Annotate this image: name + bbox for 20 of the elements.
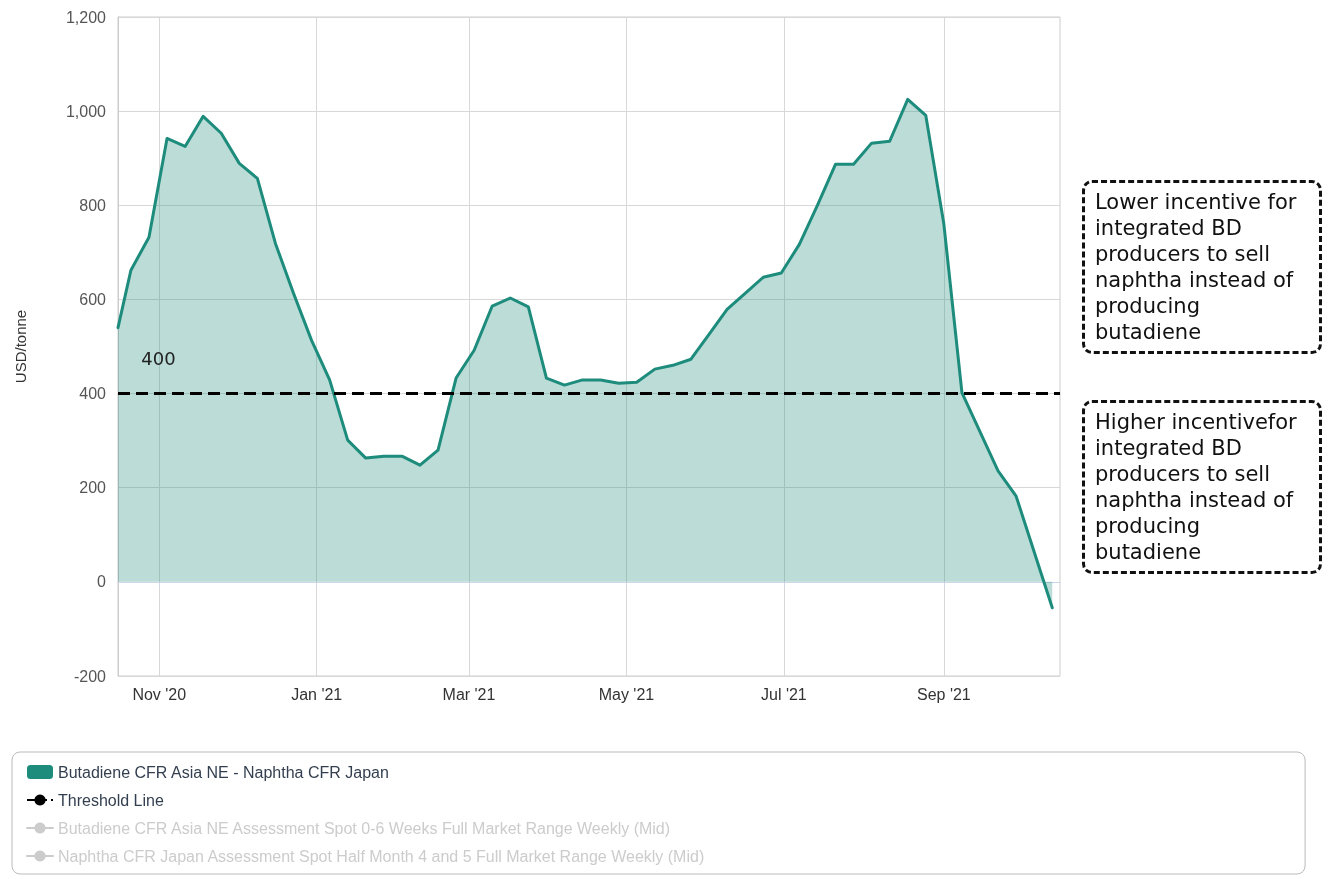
annotation: 400 [141,347,176,369]
y-tick-label: 0 [97,573,107,591]
legend-label: Threshold Line [58,791,164,809]
y-tick-label: 200 [79,479,107,497]
x-tick-label: May '21 [598,685,655,703]
y-tick-label: 1,000 [65,102,107,120]
x-tick-label: Jan '21 [291,685,343,703]
y-axis-title: USD/tonne [12,309,29,384]
legend-label: Butadiene CFR Asia NE - Naphtha CFR Japan [58,763,389,781]
y-tick-label: 800 [79,196,107,214]
text: Higher incentivefor integrated BD producers to sell naphtha instead of producing butadiene [1082,400,1322,574]
x-tick-label: Jul '21 [760,685,807,703]
y-tick-label: 400 [79,385,107,403]
x-tick-label: Nov '20 [132,685,187,703]
y-tick-label: -200 [73,667,107,685]
text: Lower incentive for integrated BD producers to sell naphtha instead of producing butadiene [1082,180,1322,354]
y-tick-label: 600 [79,290,107,308]
x-tick-label: Mar '21 [442,685,496,703]
x-tick-label: Sep '21 [916,685,971,703]
y-tick-label: 1,200 [65,8,107,26]
